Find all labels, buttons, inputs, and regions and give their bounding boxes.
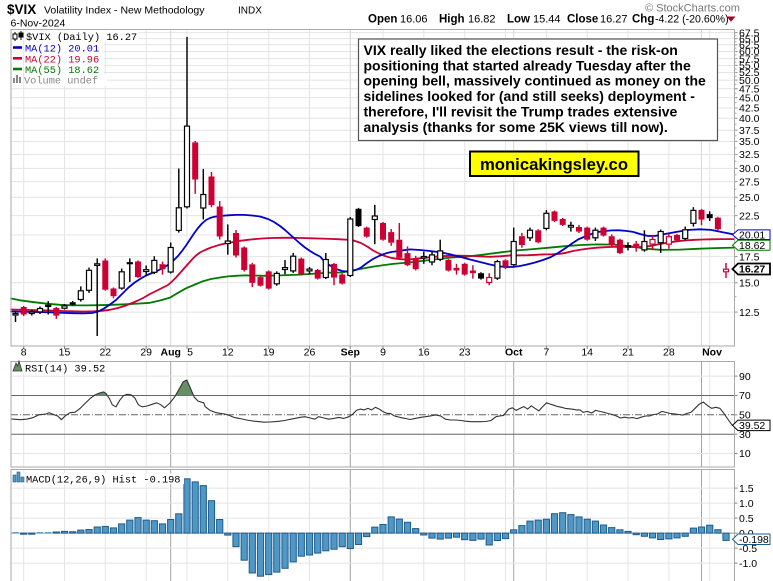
svg-text:-0.5: -0.5 bbox=[739, 543, 757, 555]
svg-text:therefore, I'll revisit the Tr: therefore, I'll revisit the Trump trades… bbox=[364, 103, 678, 119]
svg-text:42.5: 42.5 bbox=[739, 103, 760, 115]
svg-text:Open: Open bbox=[368, 14, 397, 26]
svg-text:16.06: 16.06 bbox=[400, 14, 428, 26]
svg-text:29: 29 bbox=[140, 347, 152, 359]
svg-text:32.5: 32.5 bbox=[739, 149, 760, 161]
svg-text:MA(55) 18.62: MA(55) 18.62 bbox=[25, 65, 99, 77]
svg-text:60.0: 60.0 bbox=[739, 46, 760, 58]
svg-text:MACD(12,26,9) Hist -0.198: MACD(12,26,9) Hist -0.198 bbox=[26, 475, 180, 487]
svg-text:16.27: 16.27 bbox=[600, 14, 628, 26]
svg-text:37.5: 37.5 bbox=[739, 125, 760, 137]
svg-text:5: 5 bbox=[187, 347, 193, 359]
svg-text:22.5: 22.5 bbox=[739, 210, 760, 222]
svg-text:45.0: 45.0 bbox=[739, 92, 760, 104]
svg-text:10: 10 bbox=[739, 448, 751, 460]
svg-text:62.5: 62.5 bbox=[739, 40, 760, 52]
svg-text:20.01: 20.01 bbox=[739, 229, 765, 241]
svg-text:50.0: 50.0 bbox=[739, 75, 760, 87]
svg-text:Aug: Aug bbox=[160, 347, 180, 359]
svg-text:22: 22 bbox=[99, 347, 111, 359]
svg-text:1.0: 1.0 bbox=[739, 498, 754, 510]
svg-text:Chg: Chg bbox=[632, 14, 654, 26]
svg-text:9: 9 bbox=[380, 347, 386, 359]
svg-text:25.0: 25.0 bbox=[739, 192, 760, 204]
svg-text:Nov: Nov bbox=[702, 347, 722, 359]
svg-text:INDX: INDX bbox=[238, 6, 262, 17]
svg-text:-1.0: -1.0 bbox=[739, 558, 757, 570]
svg-text:47.5: 47.5 bbox=[739, 83, 760, 95]
svg-text:VIX really liked the elections: VIX really liked the elections result - … bbox=[364, 42, 678, 58]
svg-text:Low: Low bbox=[507, 14, 530, 26]
svg-text:analysis (thanks for some 25K: analysis (thanks for some 25K views till… bbox=[364, 119, 668, 135]
svg-text:12.5: 12.5 bbox=[739, 307, 760, 319]
svg-text:1.5: 1.5 bbox=[739, 483, 754, 495]
svg-text:15: 15 bbox=[59, 347, 71, 359]
svg-text:MA(22) 19.96: MA(22) 19.96 bbox=[25, 54, 99, 66]
svg-text:positioning that started alrea: positioning that started already Tuesday… bbox=[364, 57, 691, 73]
svg-text:© StockCharts.com: © StockCharts.com bbox=[645, 3, 740, 15]
svg-text:17.5: 17.5 bbox=[739, 251, 760, 263]
svg-text:55.0: 55.0 bbox=[739, 60, 760, 72]
svg-text:19: 19 bbox=[263, 347, 275, 359]
svg-text:Volume undef: Volume undef bbox=[24, 75, 98, 87]
svg-text:MA(12) 20.01: MA(12) 20.01 bbox=[25, 44, 99, 56]
svg-text:$VIX (Daily) 16.27: $VIX (Daily) 16.27 bbox=[26, 32, 137, 44]
svg-text:Sep: Sep bbox=[341, 347, 360, 359]
svg-text:6-Nov-2024: 6-Nov-2024 bbox=[11, 18, 66, 30]
svg-text:Oct: Oct bbox=[505, 347, 523, 359]
svg-text:monicakingsley.co: monicakingsley.co bbox=[480, 155, 628, 174]
svg-text:High: High bbox=[439, 14, 465, 26]
svg-text:16.27: 16.27 bbox=[739, 264, 765, 276]
svg-text:7: 7 bbox=[543, 347, 549, 359]
svg-text:14: 14 bbox=[581, 347, 593, 359]
svg-text:50: 50 bbox=[739, 410, 751, 422]
svg-text:52.5: 52.5 bbox=[739, 67, 760, 79]
svg-text:70: 70 bbox=[739, 390, 751, 402]
svg-text:27.5: 27.5 bbox=[739, 176, 760, 188]
svg-text:57.5: 57.5 bbox=[739, 53, 760, 65]
svg-text:8: 8 bbox=[21, 347, 27, 359]
svg-text:Close: Close bbox=[567, 14, 598, 26]
svg-text:21: 21 bbox=[622, 347, 634, 359]
svg-text:0.5: 0.5 bbox=[739, 513, 754, 525]
svg-text:-0.198: -0.198 bbox=[739, 534, 769, 546]
svg-text:28: 28 bbox=[663, 347, 675, 359]
svg-text:39.52: 39.52 bbox=[739, 420, 765, 432]
svg-text:18.62: 18.62 bbox=[739, 240, 765, 252]
svg-text:40.0: 40.0 bbox=[739, 113, 760, 125]
svg-text:30.0: 30.0 bbox=[739, 163, 760, 175]
svg-text:-4.22 (-20.60%): -4.22 (-20.60%) bbox=[655, 14, 729, 26]
svg-text:Volatility Index - New Methodo: Volatility Index - New Methodology bbox=[44, 5, 205, 17]
svg-text:12: 12 bbox=[222, 347, 234, 359]
svg-text:RSI(14) 39.52: RSI(14) 39.52 bbox=[25, 364, 105, 376]
svg-text:67.5: 67.5 bbox=[739, 27, 760, 39]
svg-text:opening bell, massively contin: opening bell, massively continued as mon… bbox=[364, 73, 707, 89]
svg-text:90: 90 bbox=[739, 371, 751, 383]
svg-text:15.0: 15.0 bbox=[739, 277, 760, 289]
svg-text:$VIX: $VIX bbox=[7, 2, 36, 17]
svg-text:15.44: 15.44 bbox=[533, 14, 561, 26]
svg-text:16: 16 bbox=[418, 347, 430, 359]
svg-text:30: 30 bbox=[739, 429, 751, 441]
svg-text:26: 26 bbox=[304, 347, 316, 359]
svg-text:16.82: 16.82 bbox=[468, 14, 496, 26]
svg-text:23: 23 bbox=[459, 347, 471, 359]
svg-text:sidelines looked for (and stil: sidelines looked for (and still seeks) d… bbox=[364, 88, 696, 104]
svg-text:65.0: 65.0 bbox=[739, 33, 760, 45]
svg-text:35.0: 35.0 bbox=[739, 136, 760, 148]
